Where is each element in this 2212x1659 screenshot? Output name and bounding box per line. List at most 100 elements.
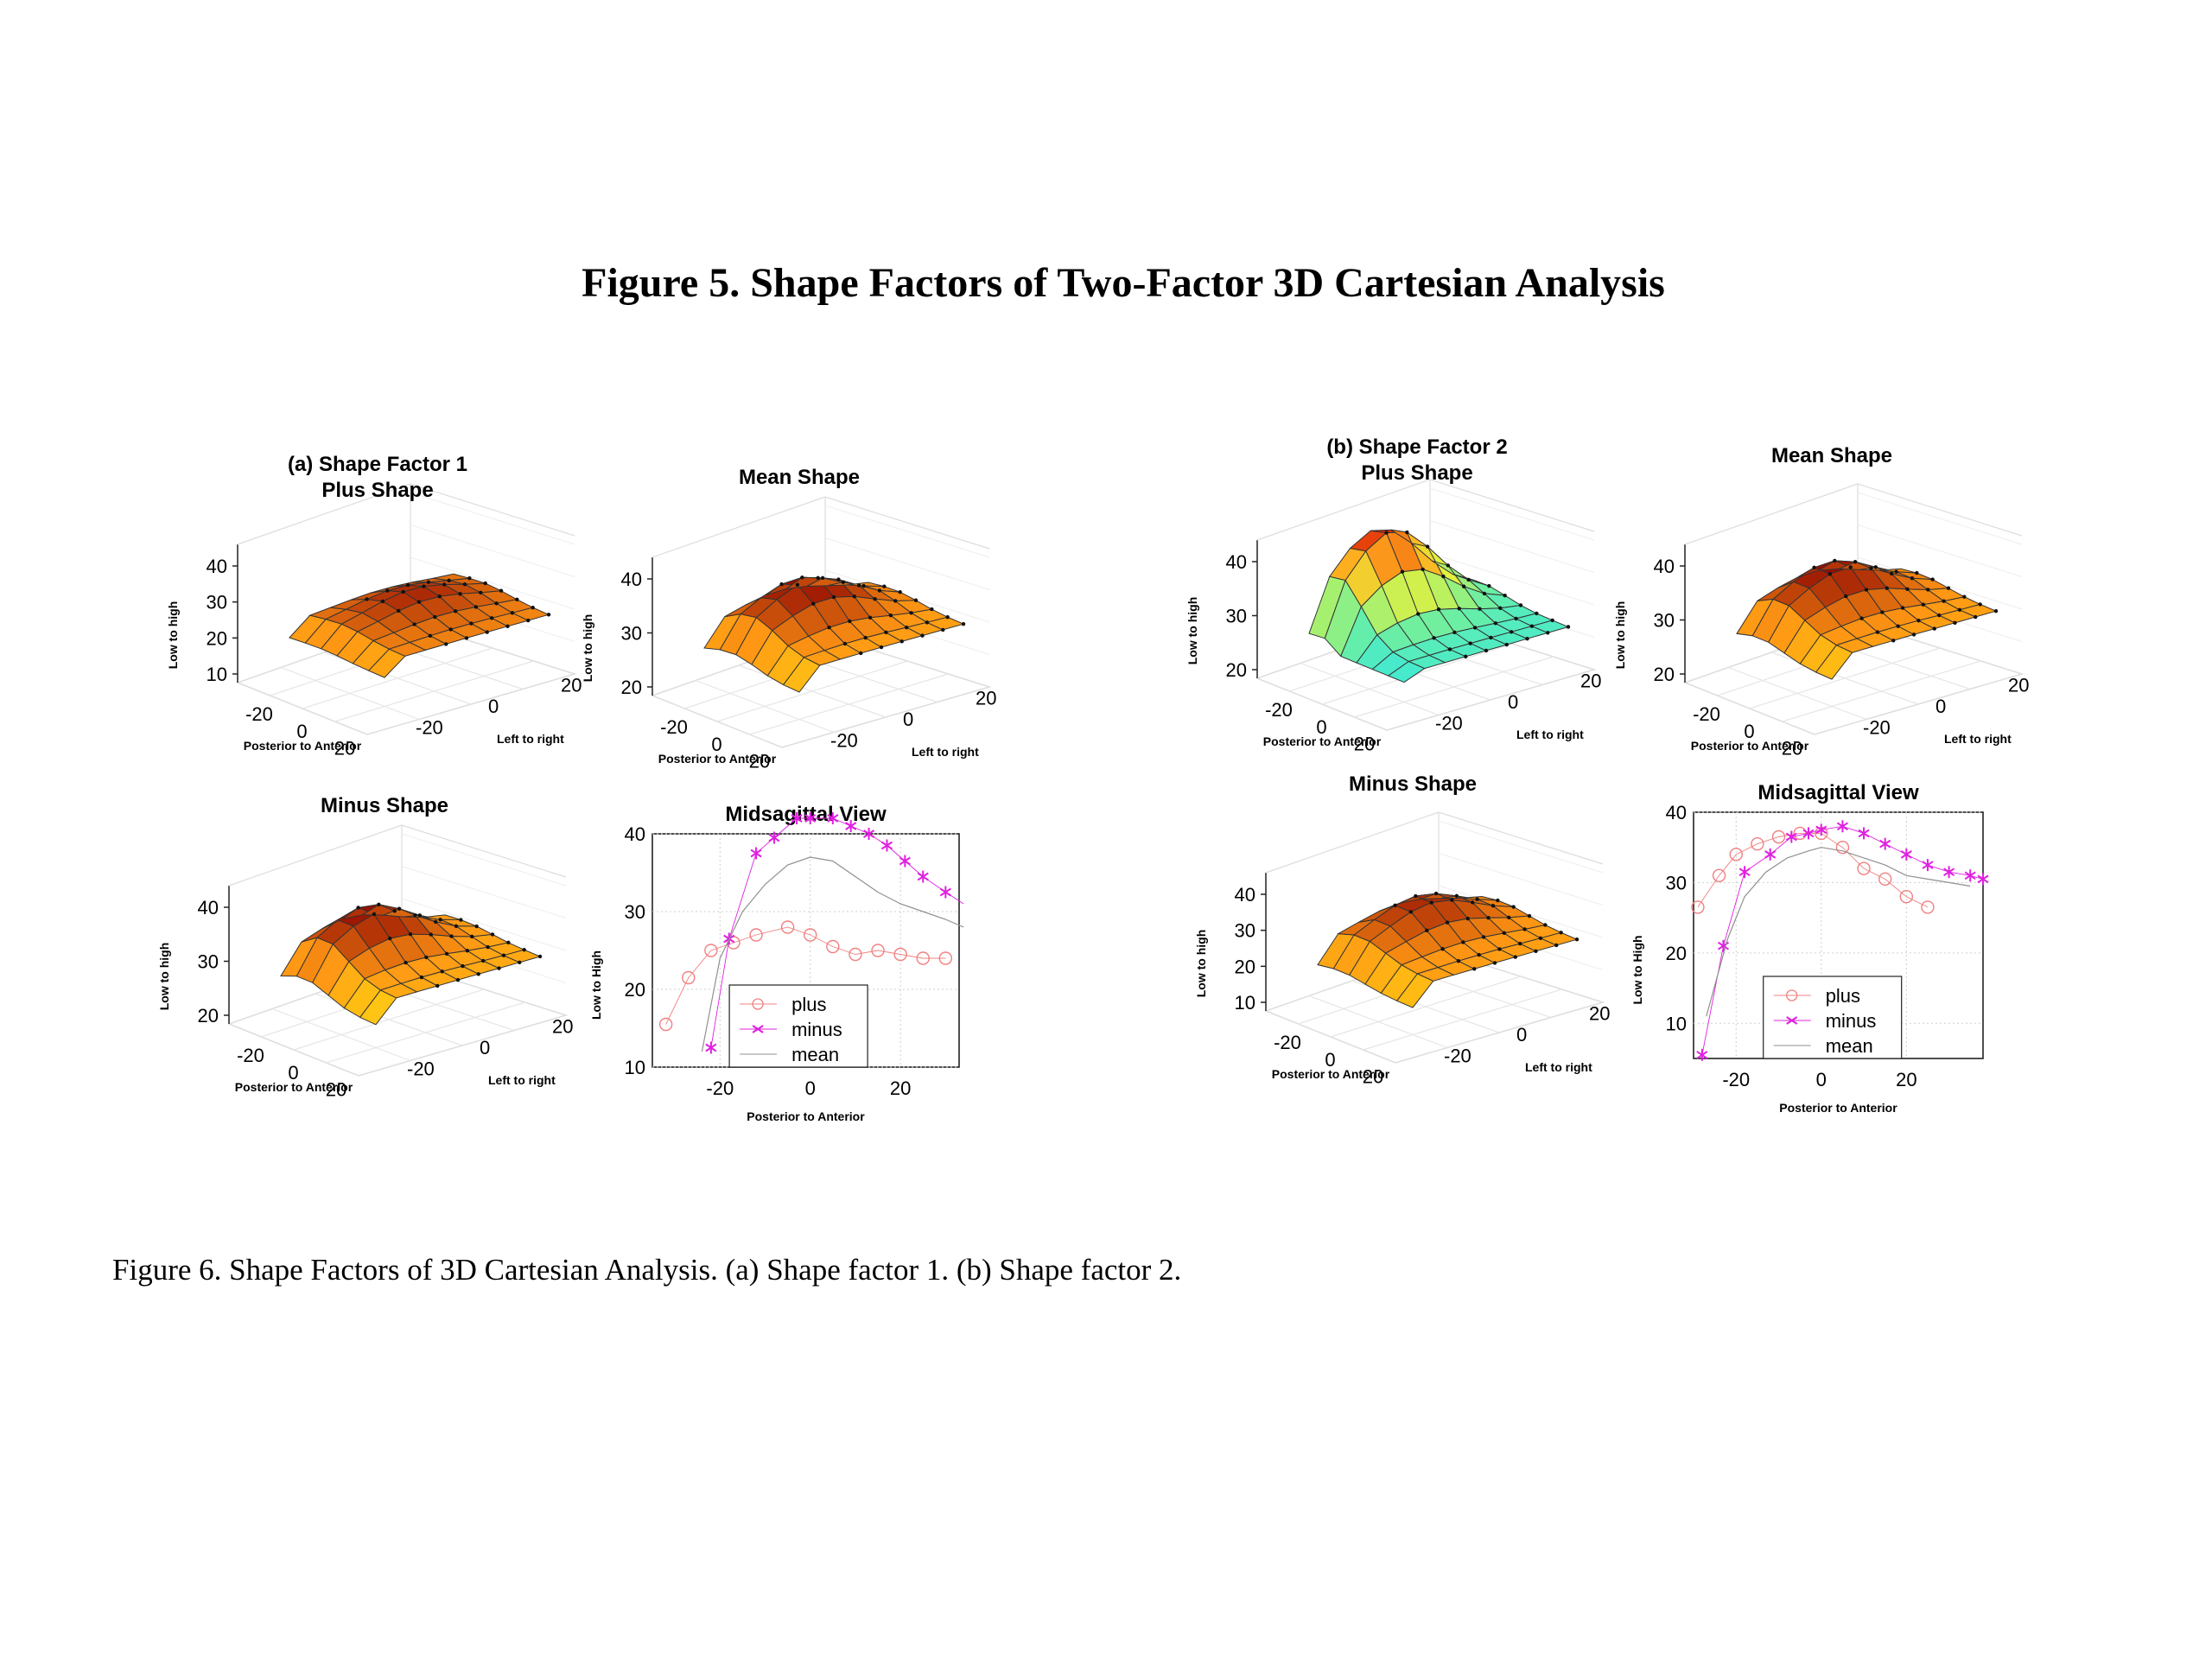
mesh-node [1833,558,1837,563]
grid-line [228,824,403,887]
grid-line [1265,811,1440,874]
y-axis-label: Low to High [1630,935,1644,1004]
mesh-node [404,960,408,965]
grid-line [334,660,534,722]
x-tick-label: 0 [711,734,721,755]
mesh-node [1405,530,1409,535]
mesh-node [1447,647,1452,652]
mesh-node [909,611,913,615]
z-tick-label: 20 [1226,659,1247,681]
grid-line [326,1001,525,1064]
mesh-node [531,605,535,610]
mesh-node [1472,626,1478,630]
x-tick-label: 20 [1782,738,1802,760]
z-tick-label: 20 [1654,664,1675,685]
mesh-node [1477,952,1481,957]
data-point-minus [1764,848,1777,861]
mesh-node [1848,565,1853,569]
mesh-node [899,639,904,644]
y-tick-label: 20 [1589,1003,1610,1025]
mesh-node [884,630,888,635]
data-point-plus [704,944,718,957]
mesh-node [945,614,950,620]
mesh-node [1482,591,1487,596]
mesh-node [497,966,501,970]
mesh-node [877,588,882,593]
mesh-node [1472,967,1477,971]
grid-line [1354,656,1554,718]
mesh-node [1932,626,1936,631]
data-point-minus [750,847,762,860]
mesh-node [1915,570,1919,575]
mesh-node [485,630,489,634]
x-tick-label: -20 [237,1045,264,1066]
grid-line [1438,853,1604,906]
mesh-node [1445,920,1450,925]
y-tick-label: 40 [1666,802,1687,823]
data-point-minus [863,828,875,840]
grid-line [1429,479,1595,532]
mesh-node [861,583,866,588]
mesh-node [1517,941,1522,946]
mesh-node [1885,586,1889,590]
mesh-node [1492,961,1497,965]
mesh-node [1946,586,1951,590]
z-axis-label: Low to high [581,614,594,683]
data-point-minus [1922,859,1934,872]
mesh-node [1461,584,1466,588]
mesh-node [1880,610,1885,614]
mesh-node [1930,577,1935,582]
series-line-plus [1697,832,1929,908]
mesh-node [1538,936,1543,940]
mesh-node [505,624,510,628]
mesh-node [1481,935,1486,939]
mesh-node [1864,588,1869,592]
mesh-node [405,582,410,588]
grid-line [1438,820,1604,874]
mesh-node [1484,648,1489,653]
mesh-node [1993,608,1999,613]
legend-label: plus [1826,985,1860,1007]
mesh-node [462,582,467,587]
mesh-node [464,636,469,640]
panel-title: Minus Shape [1349,772,1477,796]
mesh-node [852,594,856,599]
mesh-node [1446,563,1451,568]
grid-line [1438,811,1604,865]
x-tick-label: 0 [1325,1049,1335,1071]
grid-line [401,833,567,887]
z-axis-label: Low to high [1194,930,1208,998]
z-axis-label: Low to high [1185,597,1199,665]
mesh-node [1429,900,1433,905]
mesh-node [1513,955,1517,959]
x-tick-label: 20 [1363,1066,1383,1088]
data-point-minus [1815,823,1827,836]
data-point-plus [1899,890,1914,904]
grid-line [824,537,990,590]
grid-line [749,673,949,735]
y-axis-label: Left to right [1525,1060,1592,1074]
grid-line [401,898,567,951]
mesh-node [1503,593,1507,598]
z-tick-label: 30 [198,951,219,973]
y-tick-label: 20 [625,979,645,1001]
y-tick-label: 0 [1508,691,1518,713]
mesh-node [401,589,405,594]
mesh-node [800,575,804,580]
mesh-node [1425,544,1430,549]
mesh-node [893,599,898,603]
y-tick-label: 0 [480,1037,490,1058]
data-point-minus [899,855,911,868]
mesh-node [1408,910,1414,914]
mesh-node [518,960,522,964]
grid-line [401,824,567,878]
y-tick-label: 20 [1580,671,1601,692]
mesh-node [941,627,945,632]
data-point-plus [1751,836,1764,851]
mesh-node [888,613,893,618]
mesh-node [1535,611,1539,616]
mesh-node [856,583,861,588]
panel-title: Minus Shape [321,794,448,817]
